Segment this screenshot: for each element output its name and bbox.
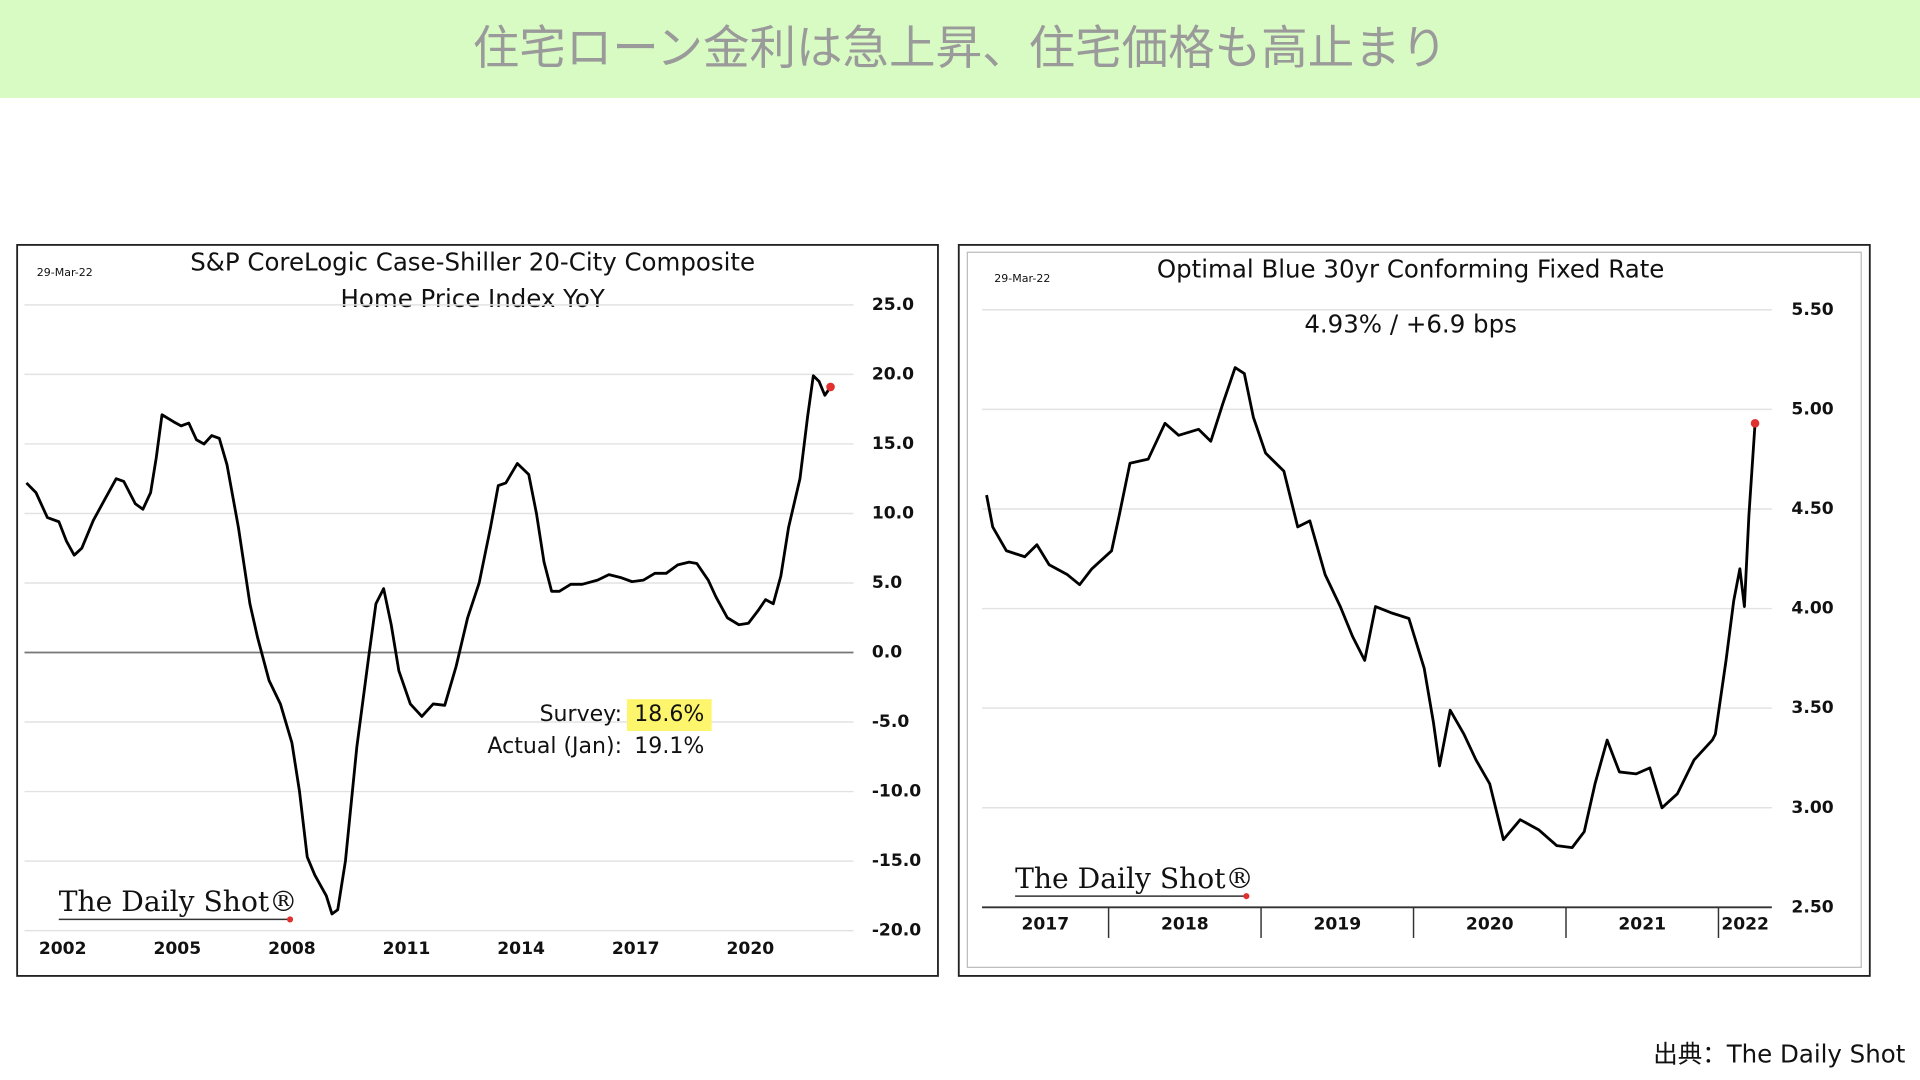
x-tick-label: 2002 (39, 939, 87, 959)
y-tick-label: 10.0 (872, 503, 914, 523)
chart-frame (957, 243, 1871, 977)
x-tick-label: 2021 (1618, 914, 1666, 934)
y-tick-label: 5.0 (872, 573, 902, 593)
x-tick-label: 2022 (1721, 914, 1769, 934)
line (25, 374, 832, 916)
highlight (626, 699, 712, 732)
x-tick-label: 2020 (726, 939, 774, 959)
x-tick-label: 2014 (497, 939, 545, 959)
logo-dot (1243, 893, 1250, 900)
logo: The Daily Shot® (59, 885, 298, 918)
y-tick-label: 3.50 (1791, 698, 1833, 718)
y-tick-label: 3.00 (1791, 798, 1833, 818)
date-label: 29-Mar-22 (37, 266, 93, 279)
x-tick-label: 2005 (153, 939, 201, 959)
x-tick-label: 2018 (1161, 914, 1209, 934)
x-tick-label: 2019 (1313, 914, 1361, 934)
end-marker (1750, 419, 1760, 428)
y-tick-label: 15.0 (872, 434, 914, 454)
y-tick-label: 25.0 (872, 295, 914, 315)
header-band (0, 0, 1920, 98)
y-tick-label: 5.50 (1791, 300, 1833, 320)
line (985, 366, 1757, 850)
y-tick-label: -10.0 (872, 782, 921, 802)
x-tick-label: 2017 (612, 939, 660, 959)
y-tick-label: 20.0 (872, 364, 914, 384)
page-title: 住宅ローン金利は急上昇、住宅価格も高止まり (473, 21, 1448, 75)
chart-inner-frame (966, 251, 1862, 968)
y-tick-label: 0.0 (872, 643, 902, 663)
y-tick-label: -15.0 (872, 851, 921, 871)
y-tick-label: -5.0 (872, 712, 910, 732)
y-tick-label: 2.50 (1791, 897, 1833, 917)
source: 出典：The Daily Shot (1653, 1040, 1905, 1069)
logo: The Daily Shot® (1015, 862, 1254, 895)
date-label: 29-Mar-22 (994, 272, 1050, 285)
chart-title: S&P CoreLogic Case-Shiller 20-City Compo… (190, 247, 755, 276)
chart-title: Home Price Index YoY (341, 284, 605, 313)
chart-title: Optimal Blue 30yr Conforming Fixed Rate (1157, 255, 1665, 284)
y-tick-label: -20.0 (872, 921, 921, 941)
annotation-value: 18.6% (634, 702, 704, 727)
y-tick-label: 4.50 (1791, 499, 1833, 519)
x-tick-label: 2011 (383, 939, 431, 959)
annotation-label: Survey: (540, 702, 622, 727)
x-tick-label: 2020 (1466, 914, 1514, 934)
annotation-value: 19.1% (634, 734, 704, 759)
chart-frame (16, 243, 939, 977)
logo-dot (286, 916, 294, 923)
y-tick-label: 5.00 (1791, 399, 1833, 419)
annotation-label: Actual (Jan): (487, 734, 622, 759)
y-tick-label: 4.00 (1791, 599, 1833, 619)
x-tick-label: 2008 (268, 939, 316, 959)
chart-subtitle: 4.93% / +6.9 bps (1304, 310, 1517, 339)
end-marker (826, 382, 835, 392)
x-tick-label: 2017 (1021, 914, 1069, 934)
